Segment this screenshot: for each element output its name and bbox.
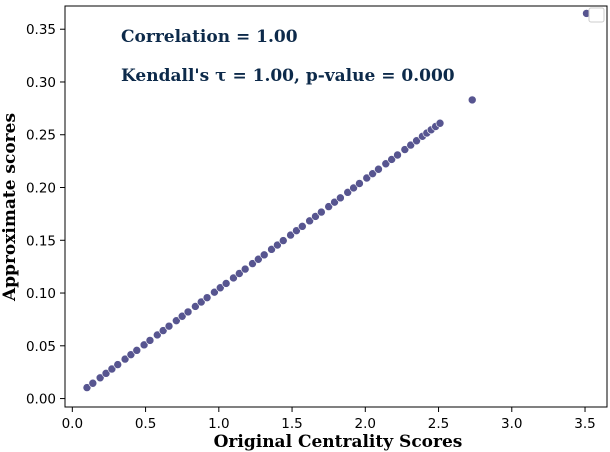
data-point xyxy=(145,336,155,345)
plot-area xyxy=(64,5,608,408)
x-tick-label: 0.5 xyxy=(135,416,156,432)
data-point xyxy=(259,250,269,260)
data-point xyxy=(305,216,314,226)
y-tick-label: 0.15 xyxy=(26,233,56,249)
y-axis-label: Approximate scores xyxy=(0,113,20,302)
data-point xyxy=(177,311,187,321)
data-point xyxy=(298,222,307,231)
y-tick-label: 0.35 xyxy=(26,22,56,38)
y-tick-label: 0.25 xyxy=(26,128,56,144)
y-tick-label: 0.00 xyxy=(26,392,56,408)
data-point xyxy=(273,240,282,250)
correlation-annotation: Correlation = 1.00 xyxy=(121,27,298,47)
data-point xyxy=(191,302,200,311)
data-point xyxy=(235,269,244,278)
data-point xyxy=(132,346,142,355)
data-point xyxy=(139,340,149,350)
data-point xyxy=(412,136,421,146)
x-axis-label: Original Centrality Scores xyxy=(214,432,463,452)
data-point xyxy=(400,145,410,154)
kendall-annotation: Kendall's τ = 1.00, p-value = 0.000 xyxy=(121,66,455,86)
data-point xyxy=(324,202,333,211)
data-point xyxy=(229,273,238,283)
data-point xyxy=(202,293,212,302)
data-point xyxy=(374,164,383,174)
data-point xyxy=(435,118,445,128)
data-point xyxy=(393,150,402,160)
data-point xyxy=(158,326,168,335)
data-point xyxy=(101,369,111,378)
x-tick-label: 2.5 xyxy=(428,416,449,432)
data-point xyxy=(82,383,92,392)
data-point xyxy=(336,193,345,203)
data-point xyxy=(267,245,276,254)
data-point xyxy=(286,230,295,240)
data-point xyxy=(126,350,136,359)
y-tick-label: 0.30 xyxy=(26,75,56,91)
data-point xyxy=(406,140,416,150)
data-point xyxy=(278,236,288,245)
data-point xyxy=(152,330,162,340)
data-point xyxy=(349,183,358,193)
y-tick-label: 0.05 xyxy=(26,339,56,355)
legend-box xyxy=(588,7,605,23)
data-point xyxy=(381,159,391,169)
data-point xyxy=(196,297,206,307)
data-point xyxy=(248,259,257,268)
data-point xyxy=(113,360,123,369)
data-point xyxy=(467,95,477,105)
y-tick-label: 0.20 xyxy=(26,181,56,197)
data-points xyxy=(82,9,591,392)
data-point xyxy=(172,316,181,325)
data-point xyxy=(240,264,250,274)
x-tick-label: 2.0 xyxy=(355,416,376,432)
data-point xyxy=(254,254,263,264)
data-point xyxy=(362,173,372,183)
data-point xyxy=(387,155,396,164)
y-tick-label: 0.10 xyxy=(26,286,56,302)
data-point xyxy=(221,279,231,288)
x-tick-label: 1.0 xyxy=(208,416,229,432)
data-point xyxy=(164,321,174,331)
data-point xyxy=(311,212,320,221)
data-point xyxy=(330,197,339,207)
data-point xyxy=(317,207,326,217)
x-tick-label: 0.0 xyxy=(62,416,83,432)
x-tick-label: 1.5 xyxy=(281,416,302,432)
y-axis-ticks: 0.00 0.05 0.10 0.15 0.20 0.25 0.30 0.35 xyxy=(26,22,65,408)
data-point xyxy=(183,307,193,317)
x-axis-ticks: 0.0 0.5 1.0 1.5 2.0 2.5 3.0 3.5 xyxy=(62,407,596,432)
x-tick-label: 3.5 xyxy=(574,416,595,432)
data-point xyxy=(292,226,301,235)
x-tick-label: 3.0 xyxy=(501,416,522,432)
data-point xyxy=(95,373,105,383)
data-point xyxy=(107,364,117,374)
data-point xyxy=(88,378,98,388)
data-point xyxy=(120,354,130,364)
data-point xyxy=(343,188,353,197)
data-point xyxy=(215,283,225,293)
data-point xyxy=(210,287,219,297)
data-point xyxy=(355,179,364,188)
data-point xyxy=(368,169,377,178)
